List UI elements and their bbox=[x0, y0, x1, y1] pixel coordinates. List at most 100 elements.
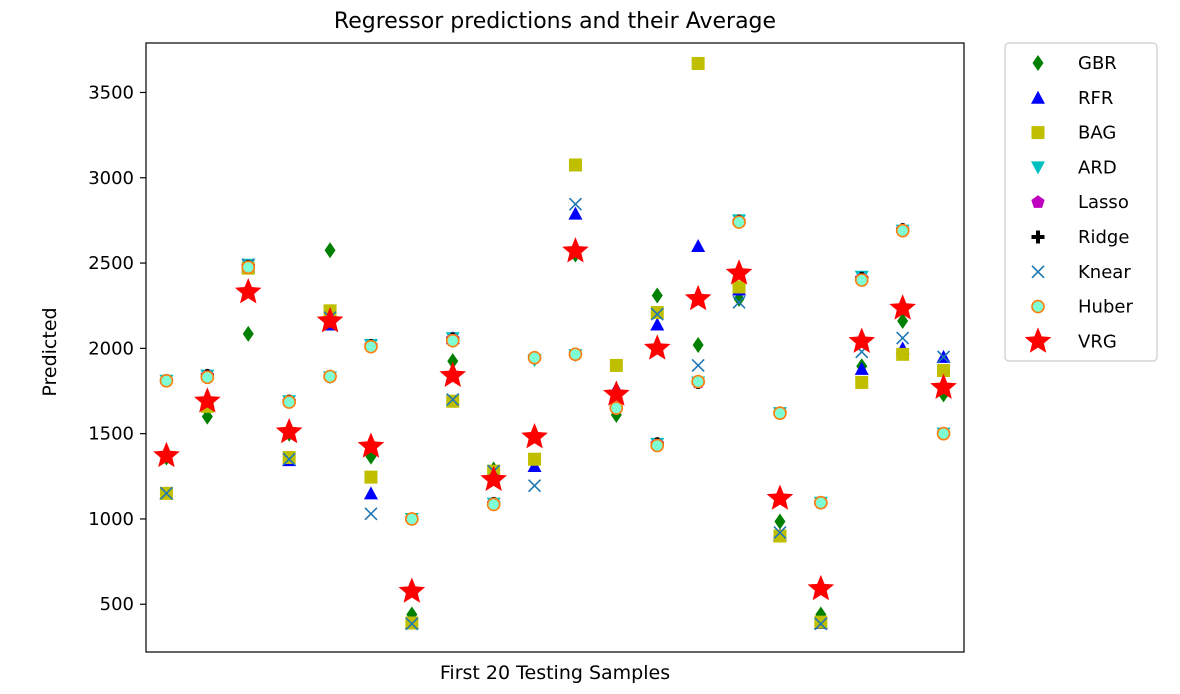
legend-marker-gbr bbox=[1032, 55, 1044, 71]
legend-label: Knear bbox=[1078, 262, 1131, 283]
point-bag bbox=[937, 364, 951, 378]
legend-entry-lasso: Lasso bbox=[1031, 192, 1129, 213]
legend-label: GBR bbox=[1078, 53, 1117, 74]
point-huber bbox=[323, 369, 337, 384]
series-ard bbox=[159, 214, 951, 526]
point-huber bbox=[445, 333, 460, 348]
point-knear bbox=[691, 358, 705, 372]
y-tick-label: 2500 bbox=[88, 253, 134, 274]
point-gbr bbox=[447, 353, 459, 370]
point-bag bbox=[814, 615, 828, 629]
series-knear bbox=[159, 197, 951, 631]
point-bag bbox=[855, 375, 869, 389]
legend: GBR RFR BAG ARD Lasso Ridge Knear Huber VRG bbox=[1004, 42, 1158, 362]
point-vrg bbox=[562, 237, 589, 263]
point-vrg bbox=[521, 423, 548, 449]
point-vrg bbox=[398, 577, 426, 603]
point-huber bbox=[486, 497, 501, 512]
point-huber bbox=[609, 401, 624, 415]
point-gbr bbox=[242, 325, 254, 342]
chart-title: Regressor predictions and their Average bbox=[334, 9, 776, 34]
legend-marker-knear bbox=[1031, 265, 1045, 279]
point-vrg bbox=[930, 373, 957, 399]
data-points bbox=[153, 56, 957, 631]
point-huber bbox=[405, 512, 419, 526]
legend-marker-bag bbox=[1031, 126, 1045, 140]
point-knear bbox=[405, 617, 419, 631]
point-gbr bbox=[774, 513, 786, 530]
legend-label: RFR bbox=[1078, 88, 1113, 109]
point-vrg bbox=[357, 432, 385, 458]
point-rfr bbox=[568, 206, 583, 220]
point-vrg bbox=[848, 327, 876, 353]
point-huber bbox=[814, 495, 828, 510]
point-vrg bbox=[234, 278, 262, 304]
point-vrg bbox=[480, 465, 507, 492]
point-bag bbox=[568, 158, 582, 172]
point-knear bbox=[650, 307, 664, 321]
point-rfr bbox=[854, 361, 869, 375]
legend-marker-ridge bbox=[1031, 230, 1045, 244]
point-vrg bbox=[439, 361, 467, 387]
point-huber bbox=[200, 370, 215, 385]
legend-entry-gbr: GBR bbox=[1032, 53, 1117, 74]
y-tick-label: 1000 bbox=[88, 509, 134, 530]
y-tick-label: 1500 bbox=[88, 424, 134, 445]
point-huber bbox=[773, 406, 787, 420]
point-huber bbox=[650, 438, 665, 453]
legend-entry-bag: BAG bbox=[1031, 123, 1116, 144]
series-vrg bbox=[153, 237, 957, 603]
legend-entry-vrg: VRG bbox=[1024, 327, 1117, 353]
series-rfr bbox=[159, 206, 951, 629]
point-gbr bbox=[692, 336, 704, 353]
point-gbr bbox=[651, 287, 663, 304]
legend-label: VRG bbox=[1078, 331, 1117, 352]
series-huber bbox=[159, 215, 951, 526]
y-tick-label: 3000 bbox=[88, 168, 134, 189]
point-huber bbox=[159, 373, 174, 388]
point-huber bbox=[282, 395, 296, 409]
series-lasso bbox=[159, 214, 951, 525]
point-vrg bbox=[766, 484, 794, 510]
point-huber bbox=[527, 350, 542, 365]
point-vrg bbox=[153, 441, 180, 468]
point-gbr bbox=[897, 313, 909, 330]
point-huber bbox=[854, 273, 869, 287]
point-rfr bbox=[691, 239, 706, 252]
point-huber bbox=[895, 223, 910, 238]
y-axis-ticks: 500 1000 1500 2000 2500 3000 3500 bbox=[88, 82, 146, 615]
point-huber bbox=[732, 215, 746, 229]
legend-entry-rfr: RFR bbox=[1031, 88, 1113, 109]
series-bag bbox=[159, 56, 951, 630]
point-vrg bbox=[275, 417, 303, 444]
point-knear bbox=[773, 526, 787, 540]
point-huber bbox=[936, 426, 951, 441]
legend-marker-vrg bbox=[1024, 327, 1052, 353]
point-knear bbox=[732, 295, 746, 309]
legend-label: Huber bbox=[1078, 297, 1133, 318]
point-vrg bbox=[603, 380, 630, 406]
point-huber bbox=[364, 339, 378, 354]
legend-marker-ard bbox=[1031, 161, 1045, 175]
y-tick-label: 2000 bbox=[88, 338, 134, 359]
legend-frame bbox=[1004, 42, 1158, 362]
legend-entry-ard: ARD bbox=[1031, 157, 1117, 178]
point-knear bbox=[527, 479, 542, 493]
point-bag bbox=[650, 306, 664, 320]
point-knear bbox=[364, 507, 378, 521]
series-gbr bbox=[160, 242, 950, 623]
point-rfr bbox=[650, 317, 665, 331]
point-vrg bbox=[643, 334, 671, 360]
point-knear bbox=[568, 197, 583, 211]
legend-marker-lasso bbox=[1031, 195, 1045, 208]
point-rfr bbox=[363, 486, 378, 500]
point-bag bbox=[364, 470, 378, 484]
legend-label: Lasso bbox=[1078, 192, 1129, 213]
y-tick-label: 3500 bbox=[88, 82, 134, 103]
legend-entry-knear: Knear bbox=[1031, 262, 1131, 283]
point-bag bbox=[691, 56, 705, 70]
point-knear bbox=[159, 486, 174, 500]
point-bag bbox=[896, 347, 910, 361]
point-vrg bbox=[725, 259, 753, 285]
